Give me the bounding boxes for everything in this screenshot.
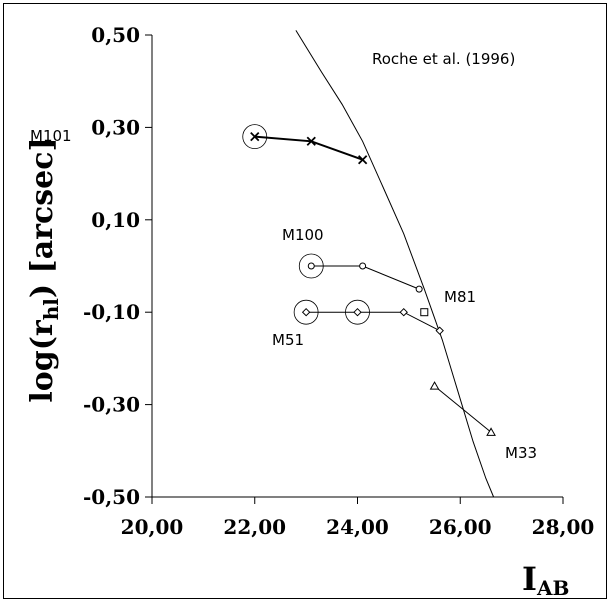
x-tick-label: 24,00 xyxy=(326,515,389,539)
reference-curve xyxy=(295,30,495,498)
x-tick-label: 28,00 xyxy=(532,515,595,539)
series-line xyxy=(306,311,440,332)
highlight-circle xyxy=(242,124,268,150)
series-line xyxy=(254,135,363,161)
reference-curve-line xyxy=(295,30,495,498)
y-tick-label: -0,10 xyxy=(83,300,140,324)
x-marker-stroke xyxy=(306,136,316,146)
circle-marker xyxy=(359,262,367,270)
circle-marker xyxy=(415,285,423,293)
series-line xyxy=(434,385,492,433)
series-label: M33 xyxy=(505,444,537,462)
diamond-marker xyxy=(353,307,362,317)
x-marker xyxy=(358,155,368,165)
x-marker xyxy=(306,136,316,146)
y-tick-label: -0,30 xyxy=(83,393,140,417)
x-marker xyxy=(250,132,260,142)
y-axis-label-subscript: hl xyxy=(39,298,63,321)
circle-marker xyxy=(307,262,315,270)
triangle-marker xyxy=(486,427,496,436)
series-label: M101 xyxy=(30,127,72,145)
y-tick-label: -0,50 xyxy=(83,485,140,509)
y-axis-label-main: log(r xyxy=(25,319,60,403)
y-tick-label: 0,10 xyxy=(91,208,140,232)
series-label: M51 xyxy=(272,331,304,349)
diamond-marker xyxy=(301,307,311,317)
highlight-circle xyxy=(298,253,324,279)
diamond-marker xyxy=(435,326,444,335)
data-marks xyxy=(242,124,496,436)
highlight-circle xyxy=(345,299,370,325)
x-axis-label: IAB xyxy=(522,560,569,600)
y-tick-label: 0,30 xyxy=(91,115,140,139)
x-axis-label-subscript: AB xyxy=(536,576,569,600)
series-label: M81 xyxy=(444,288,476,306)
highlight-circle xyxy=(293,299,319,325)
y-axis-label-tail: ) [arcsec] xyxy=(25,137,60,298)
x-tick-label: 22,00 xyxy=(223,515,286,539)
x-marker-stroke xyxy=(358,155,368,165)
series-label: M100 xyxy=(282,226,324,244)
diamond-marker xyxy=(399,307,408,317)
x-axis-label-main: I xyxy=(522,560,537,598)
square-marker xyxy=(420,308,429,317)
y-axis-label: log(rhl) [arcsec] xyxy=(25,137,63,402)
x-marker-stroke xyxy=(250,132,260,142)
reference-curve-label: Roche et al. (1996) xyxy=(372,50,515,68)
x-tick-label: 20,00 xyxy=(121,515,184,539)
ticks: 0,50 0,30 0,10 -0,10 -0,30 -0,50 20,00 22,00 24,… xyxy=(83,23,594,539)
annotations: M101 M100 M81 M51 M33 Roche et al. (1996) xyxy=(30,50,537,462)
x-tick-label: 26,00 xyxy=(429,515,492,539)
chart-frame xyxy=(3,3,607,599)
triangle-marker xyxy=(429,381,440,390)
series-line xyxy=(311,265,420,290)
y-tick-label: 0,50 xyxy=(91,23,140,47)
